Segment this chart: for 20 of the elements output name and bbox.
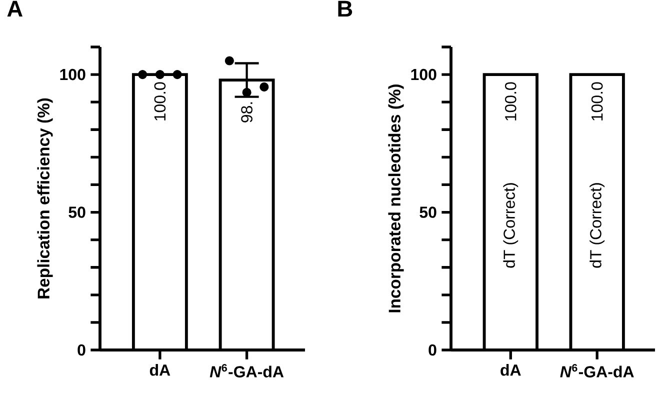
data-label: 100.0 (154, 82, 166, 120)
data-label: 100.0 (591, 82, 603, 120)
annotation: dT (Correct) (590, 183, 605, 268)
y-tick-label: 100 (411, 68, 436, 80)
data-label: 100.0 (504, 82, 516, 120)
x-tick-label: dA (500, 364, 521, 376)
y-axis-title: Incorporated nucleotides (%) (388, 84, 404, 312)
y-tick-label: 50 (420, 206, 436, 218)
y-tick-label: 50 (68, 206, 86, 218)
chart-title: A (7, 0, 22, 16)
data-label: 98. (241, 102, 252, 122)
x-tick-label: N$^{6}$-GA-dA (210, 364, 284, 378)
y-axis-title: Replication efficiency (%) (37, 98, 53, 298)
y-tick-label: 0 (428, 344, 436, 356)
chart-title: B (338, 0, 352, 16)
y-tick-label: 0 (78, 344, 86, 356)
x-tick-label: N$^{6}$-GA-dA (560, 364, 634, 378)
y-tick-label: 100 (60, 68, 86, 80)
annotation: dT (Correct) (503, 183, 518, 268)
x-tick-label: dA (150, 364, 170, 376)
